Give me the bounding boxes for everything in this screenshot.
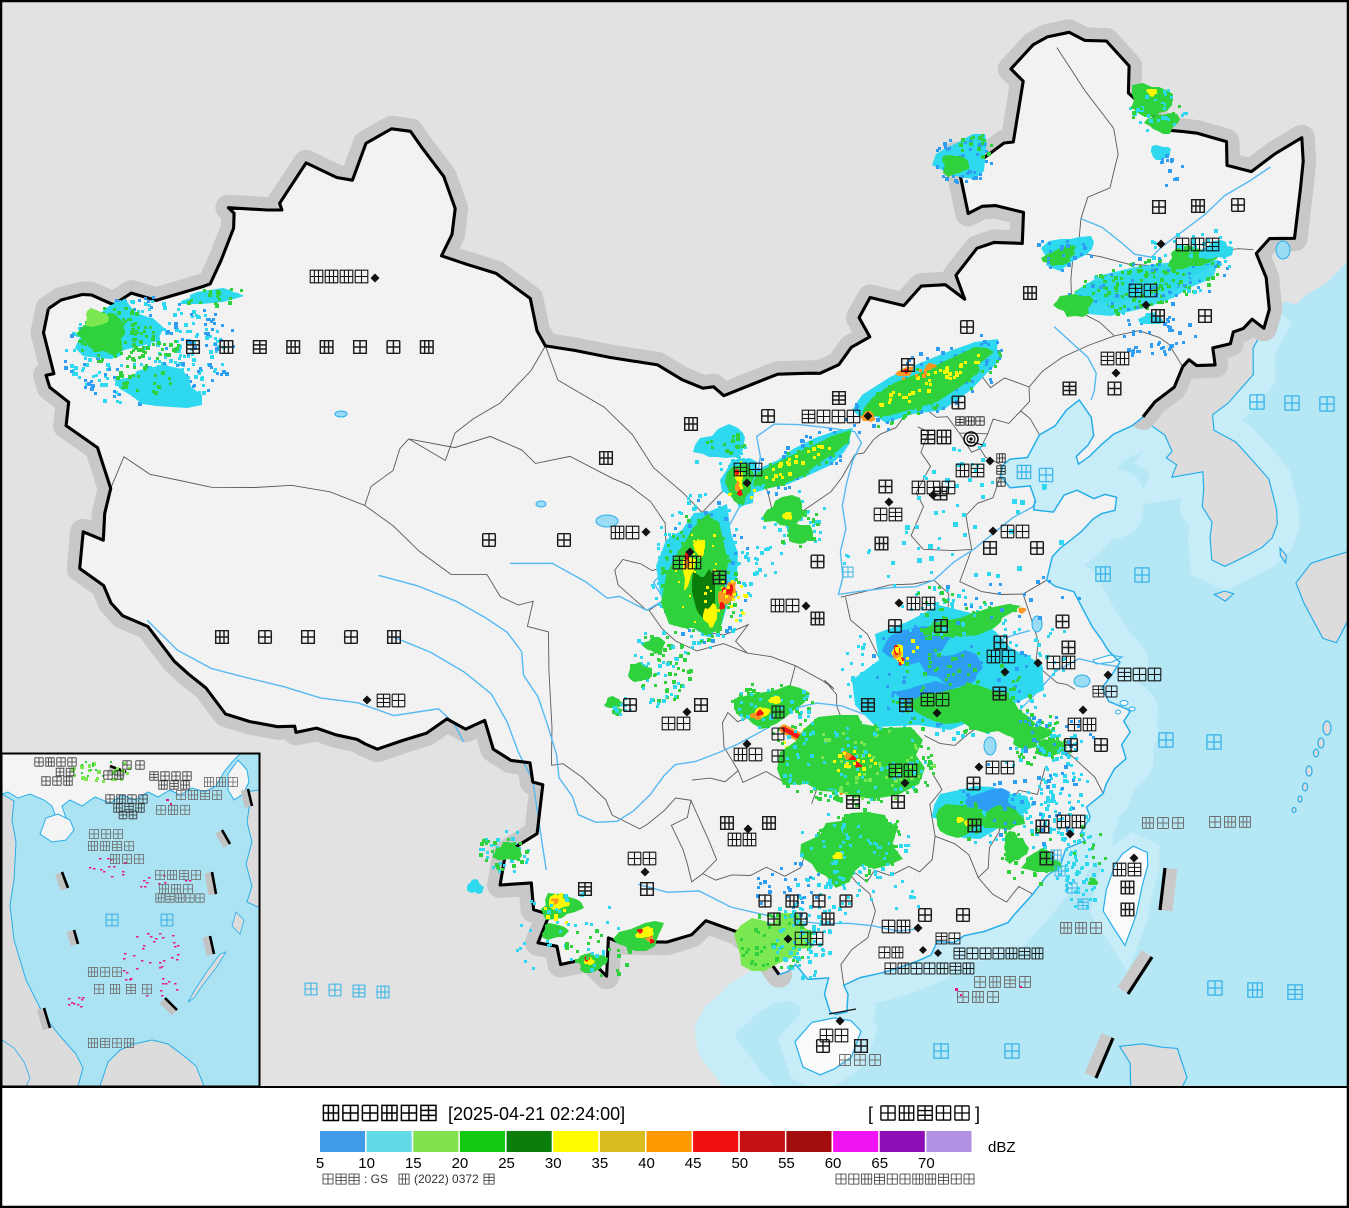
svg-text:25: 25 — [498, 1155, 515, 1172]
svg-text:50: 50 — [731, 1155, 748, 1172]
svg-text:(2022) 0372: (2022) 0372 — [414, 1172, 479, 1186]
svg-text:60: 60 — [825, 1155, 842, 1172]
svg-text:]: ] — [975, 1104, 980, 1124]
svg-text:: GS: : GS — [364, 1172, 388, 1186]
svg-text:70: 70 — [918, 1155, 935, 1172]
svg-text:30: 30 — [545, 1155, 562, 1172]
svg-text:35: 35 — [592, 1155, 609, 1172]
svg-text:20: 20 — [452, 1155, 469, 1172]
svg-text:45: 45 — [685, 1155, 702, 1172]
svg-text:15: 15 — [405, 1155, 422, 1172]
svg-text:[2025-04-21 02:24:00]: [2025-04-21 02:24:00] — [448, 1104, 625, 1124]
svg-text:[: [ — [868, 1104, 873, 1124]
svg-text:10: 10 — [358, 1155, 375, 1172]
svg-text:5: 5 — [316, 1155, 324, 1172]
svg-text:dBZ: dBZ — [988, 1139, 1016, 1156]
svg-text:55: 55 — [778, 1155, 795, 1172]
svg-text:40: 40 — [638, 1155, 655, 1172]
svg-text:65: 65 — [871, 1155, 888, 1172]
